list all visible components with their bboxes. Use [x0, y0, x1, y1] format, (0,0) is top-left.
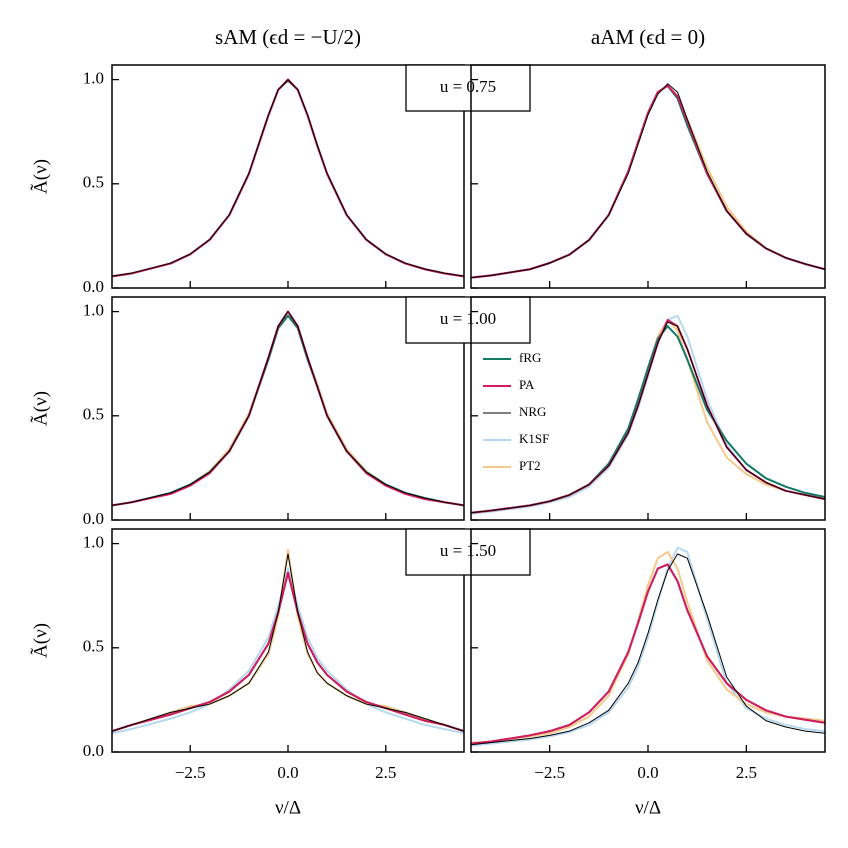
y-tick-label: 0.0 — [83, 741, 104, 760]
series-line — [112, 571, 464, 733]
y-tick-label: 0.5 — [83, 637, 104, 656]
legend-label: K1SF — [519, 431, 549, 446]
series-line — [471, 563, 825, 745]
series-line — [471, 550, 825, 744]
y-tick-label: 0.5 — [83, 405, 104, 424]
legend-label: fRG — [519, 350, 541, 365]
series-line — [112, 567, 464, 735]
x-tick-label: −2.5 — [534, 763, 565, 782]
y-tick-label: 0.0 — [83, 277, 104, 296]
series-line — [471, 553, 825, 746]
x-tick-label: 0.0 — [637, 763, 658, 782]
y-tick-label: 0.0 — [83, 509, 104, 528]
panel: 0.0 0.5 1.0 sAM (ϵd = −U/2) Ã(ν) — [29, 25, 465, 296]
series-line — [112, 553, 464, 732]
y-axis-label: Ã(ν) — [29, 159, 51, 194]
panel: −2.5 0.0 2.5 0.0 0.5 1.0 ν/Δ Ã(ν) — [29, 528, 465, 818]
legend-label: PT2 — [519, 458, 541, 473]
annotation: u = 0.75 — [440, 77, 496, 96]
plot-area — [471, 314, 825, 515]
x-tick-label: 2.5 — [375, 763, 396, 782]
plot-area — [112, 548, 464, 735]
panel-title: aAM (ϵd = 0) — [591, 25, 705, 49]
series-line — [112, 314, 464, 507]
plot-area — [471, 546, 825, 747]
series-line — [112, 571, 464, 733]
series-line — [112, 79, 464, 277]
series-line — [112, 548, 464, 733]
annotation-box — [405, 296, 531, 344]
x-tick-label: −2.5 — [175, 763, 206, 782]
annotation-box — [405, 528, 531, 576]
panel-title: sAM (ϵd = −U/2) — [215, 25, 361, 49]
panel: aAM (ϵd = 0) — [470, 25, 826, 289]
y-axis-label: Ã(ν) — [29, 623, 51, 658]
annotation: u = 1.00 — [440, 309, 496, 328]
legend-label: PA — [519, 377, 535, 392]
y-tick-label: 1.0 — [83, 532, 104, 551]
panel: 0.0 0.5 1.0 Ã(ν) — [29, 296, 465, 528]
series-line — [471, 321, 825, 514]
x-tick-label: 0.0 — [277, 763, 298, 782]
x-axis-label: ν/Δ — [275, 797, 301, 818]
plot-area — [112, 310, 464, 507]
y-tick-label: 1.0 — [83, 68, 104, 87]
series-line — [112, 311, 464, 506]
panel: −2.5 0.0 2.5 ν/Δ — [470, 528, 826, 818]
annotation: u = 1.50 — [440, 541, 496, 560]
legend-label: NRG — [519, 404, 546, 419]
plot-area — [471, 83, 825, 279]
series-line — [471, 546, 825, 747]
y-tick-label: 1.0 — [83, 300, 104, 319]
x-axis-label: ν/Δ — [635, 797, 661, 818]
x-tick-label: 2.5 — [736, 763, 757, 782]
y-tick-label: 0.5 — [83, 173, 104, 192]
y-axis-label: Ã(ν) — [29, 391, 51, 426]
annotation-box — [405, 64, 531, 112]
panel: fRG PA NRG K1SF PT2 — [470, 296, 826, 521]
series-line — [471, 83, 825, 279]
plot-area — [112, 78, 464, 278]
